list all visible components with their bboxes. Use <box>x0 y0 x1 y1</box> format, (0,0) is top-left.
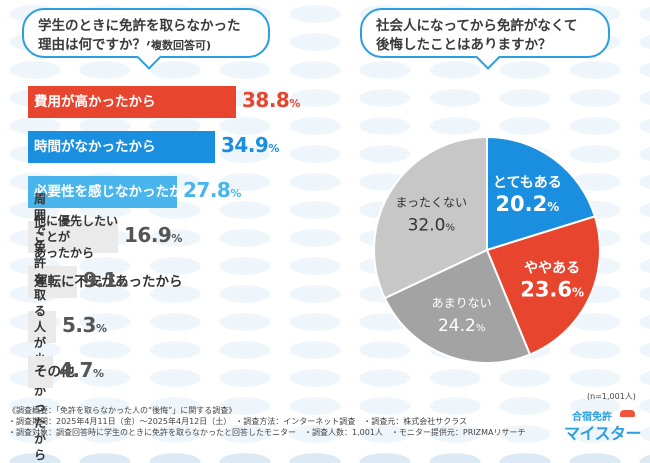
right-question-line2: 後悔したことはありますか？ <box>376 37 552 53</box>
bar: 時間がなかったから <box>28 131 215 163</box>
bar: その他 <box>28 356 75 388</box>
footer-line-3: ・調査対象：調査回答時に学生のときに免許を取らなかったと回答したモニター ・調査… <box>8 428 526 437</box>
bar-label: 時間がなかったから <box>34 138 156 155</box>
right-question-box: 社会人になってから免許がなくて 後悔したことはありますか？ <box>360 8 610 70</box>
bar-value-label: 4.7% <box>59 358 104 382</box>
footer-line-2: ・調査期間：2025年4月11日（金）～2025年4月12日（土） ・調査方法：… <box>8 417 468 426</box>
bar: 他に優先したいことが あったから <box>28 214 118 260</box>
logo-top-text: 合宿免許 <box>572 412 612 423</box>
bar-value-label: 9.1% <box>83 268 128 292</box>
bar-label: 必要性を感じなかったから <box>34 183 196 200</box>
left-question-note: (複数回答可) <box>146 39 212 52</box>
bar-label: 費用が高かったから <box>34 93 156 110</box>
bar-value-label: 16.9% <box>124 223 182 247</box>
left-question-line1: 学生のときに免許を取らなかった <box>38 18 241 34</box>
brand-logo: 合宿免許 マイスター <box>562 408 644 444</box>
car-icon <box>620 410 635 417</box>
footer-line-1: 《調査概要：「免許を取らなかった人の“後悔”」に関する調査》 <box>8 406 237 415</box>
bar-label: その他 <box>34 363 75 380</box>
bar-value-label: 5.3% <box>62 313 107 337</box>
bar-value-label: 27.8% <box>183 178 241 202</box>
bar-label: 運転に不安があったから <box>34 273 183 290</box>
bar: 運転に不安があったから <box>28 266 183 298</box>
left-question-box: 学生のときに免許を取らなかった 理由は何ですか？(複数回答可) <box>22 8 270 70</box>
bar-value-label: 38.8% <box>242 88 300 112</box>
bar-value-label: 34.9% <box>221 133 279 157</box>
sample-size-note: (n=1,001人) <box>587 392 636 401</box>
bar: 周囲で免許を取る人が少なかったから <box>28 192 56 462</box>
survey-footer: 《調査概要：「免許を取らなかった人の“後悔”」に関する調査》 ・調査期間：202… <box>8 405 526 438</box>
bar-label: 他に優先したいことが あったから <box>34 214 119 260</box>
left-question-line2: 理由は何ですか？ <box>38 37 146 53</box>
right-question-line1: 社会人になってから免許がなくて <box>376 18 578 34</box>
bar: 費用が高かったから <box>28 86 236 118</box>
logo-main-text: マイスター <box>564 424 642 443</box>
bar: 必要性を感じなかったから <box>28 176 196 208</box>
